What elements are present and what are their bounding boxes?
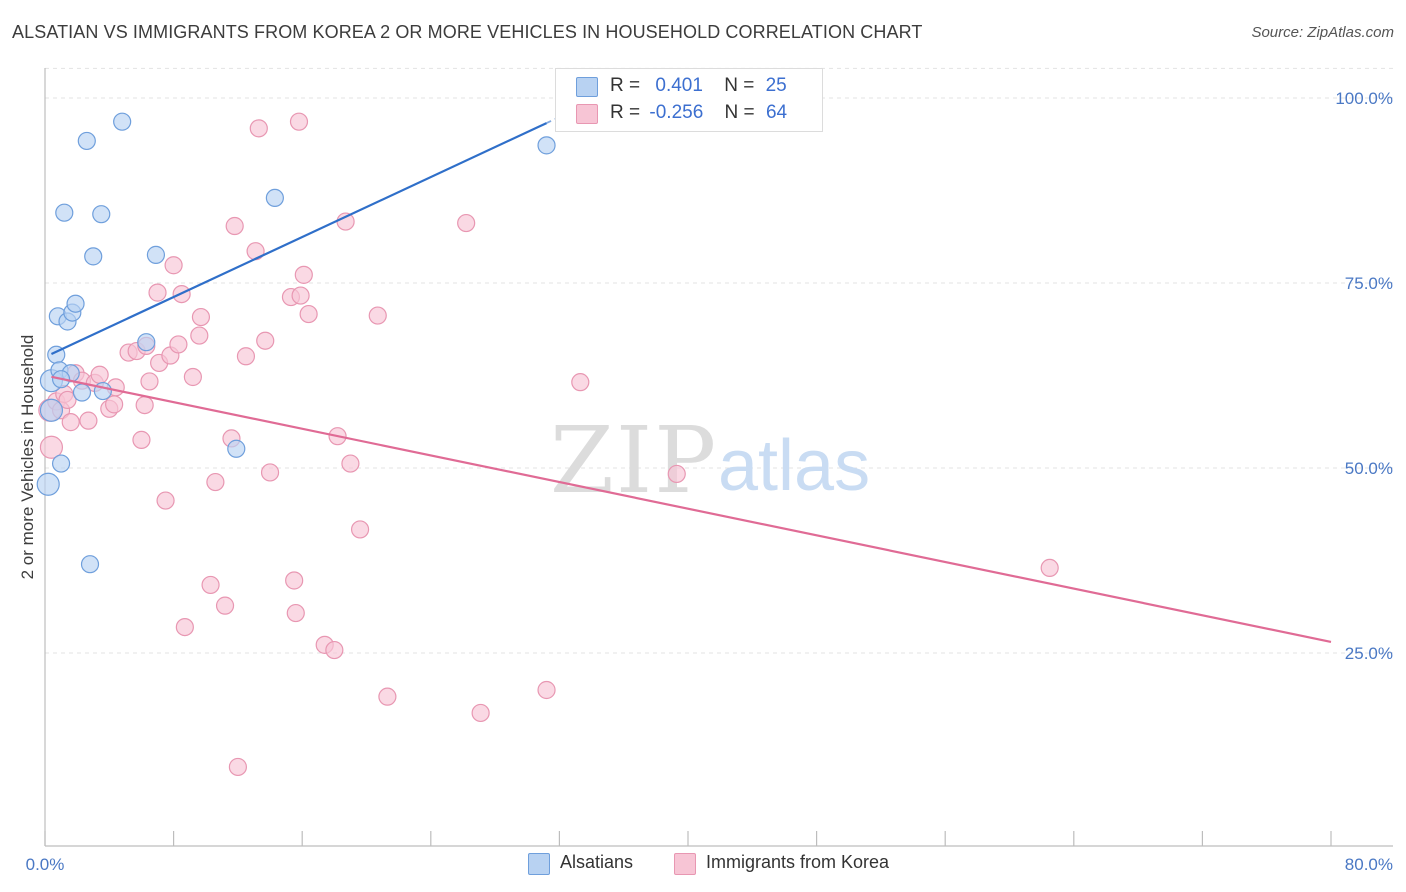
alsatian-point [227,439,246,458]
korea-point [537,680,556,700]
alsatian-point [265,188,284,207]
korea-point [299,304,318,324]
korea-point [135,396,154,415]
korea-point [667,464,686,484]
chart-title: ALSATIAN VS IMMIGRANTS FROM KOREA 2 OR M… [12,22,923,42]
korea-point [471,703,490,723]
tick-labels: 25.0% 50.0% 75.0% 100.0% 0.0% 80.0% [26,89,1393,874]
alsatian-point [93,381,112,401]
korea-point [90,365,109,384]
legend-swatch-pink [576,104,598,124]
legend-label-korea: Immigrants from Korea [706,852,890,872]
korea-point [156,491,175,510]
alsatian-trendline [50,122,548,355]
korea-point [341,454,360,473]
alsatian-point [113,112,132,131]
korea-point [132,430,151,449]
legend-r-label: R = [610,102,641,123]
korea-point [457,213,476,233]
data-points [36,112,1059,777]
korea-point [291,286,310,305]
korea-point [175,617,194,637]
alsatian-point [92,205,111,224]
korea-point [228,757,247,777]
legend-swatch-blue [528,853,550,875]
y-tick-label: 100.0% [1335,89,1393,108]
korea-point [225,216,244,236]
x-tick-label: 80.0% [1345,855,1393,874]
y-axis-label: 2 or more Vehicles in Household [18,335,37,580]
legend-n-value: 25 [765,75,787,96]
korea-point [378,687,397,706]
korea-point [169,335,188,354]
legend-swatch-blue [576,77,598,97]
alsatian-point [51,454,71,473]
korea-point [1040,558,1059,578]
y-tick-label: 50.0% [1345,459,1393,478]
legend-r-label: R = [610,75,641,96]
korea-point [289,112,309,131]
alsatian-point [77,131,96,151]
korea-point [206,472,225,492]
x-tick-label: 0.0% [26,855,65,874]
alsatian-point [137,333,156,352]
korea-point [61,413,80,432]
korea-point [350,520,370,539]
legend-n-label: N = [724,75,755,96]
korea-point [39,435,64,459]
legend-n-value: 64 [765,102,788,123]
alsatian-point [39,398,64,422]
alsatian-point [72,383,92,402]
legend-label-alsatians: Alsatians [560,852,634,872]
korea-point [249,119,268,138]
korea-point [79,411,98,430]
korea-point [215,596,235,615]
legend-swatch-pink [674,853,696,875]
y-tick-label: 25.0% [1345,644,1393,663]
korea-point [191,307,211,327]
korea-point [58,390,77,410]
legend-r-value: -0.256 [649,102,704,123]
alsatian-point [36,472,60,496]
axes [44,68,1393,847]
korea-point [325,640,344,660]
korea-point [164,256,183,275]
korea-point [294,265,313,284]
alsatian-point [80,555,100,574]
korea-point [571,373,590,392]
korea-trendline [51,375,1332,643]
alsatian-point [146,245,166,264]
legend-n-label: N = [724,102,755,123]
watermark: ZIP atlas [550,407,870,514]
korea-point [140,372,159,391]
alsatian-point [537,136,556,155]
alsatian-point [55,203,74,222]
korea-point [368,306,387,325]
korea-point [190,326,209,345]
alsatian-point [66,294,85,313]
alsatian-point [84,247,103,266]
watermark-atlas: atlas [718,426,870,506]
watermark-zip: ZIP [550,407,718,514]
legend-r-value: 0.401 [655,75,703,96]
korea-point [285,571,304,590]
chart-source: Source: ZipAtlas.com [1251,24,1394,41]
korea-point [201,575,220,595]
korea-point [236,347,256,366]
y-tick-label: 75.0% [1345,274,1393,293]
korea-point [148,283,167,302]
korea-point [260,463,280,482]
correlation-legend: R = 0.401 N = 25 R = -0.256 N = 64 [555,68,823,132]
korea-point [286,603,305,623]
korea-point [256,331,275,350]
korea-point [183,367,202,387]
